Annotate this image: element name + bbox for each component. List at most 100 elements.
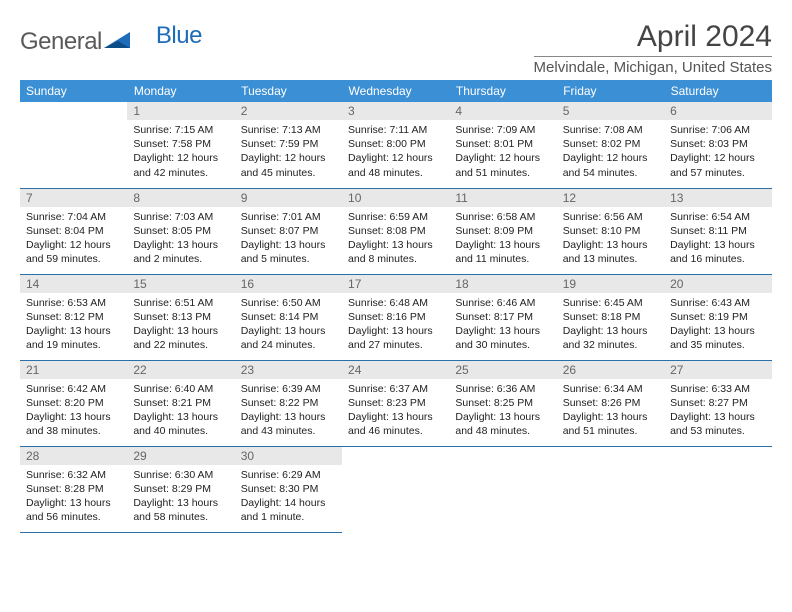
calendar-week-row: 21Sunrise: 6:42 AMSunset: 8:20 PMDayligh… bbox=[20, 360, 772, 446]
weekday-header: Saturday bbox=[664, 80, 771, 102]
day-number: 22 bbox=[127, 361, 234, 379]
day-number: 20 bbox=[664, 275, 771, 293]
header-right: April 2024 Melvindale, Michigan, United … bbox=[534, 20, 772, 76]
day-body: Sunrise: 6:40 AMSunset: 8:21 PMDaylight:… bbox=[127, 379, 234, 441]
day-number: 18 bbox=[449, 275, 556, 293]
day-body: Sunrise: 7:11 AMSunset: 8:00 PMDaylight:… bbox=[342, 120, 449, 182]
day-body: Sunrise: 6:53 AMSunset: 8:12 PMDaylight:… bbox=[20, 293, 127, 355]
day-number: 30 bbox=[235, 447, 342, 465]
day-body: Sunrise: 6:54 AMSunset: 8:11 PMDaylight:… bbox=[664, 207, 771, 269]
day-body: Sunrise: 6:30 AMSunset: 8:29 PMDaylight:… bbox=[127, 465, 234, 527]
calendar-day-cell: 15Sunrise: 6:51 AMSunset: 8:13 PMDayligh… bbox=[127, 274, 234, 360]
month-title: April 2024 bbox=[534, 20, 772, 54]
day-body: Sunrise: 6:29 AMSunset: 8:30 PMDaylight:… bbox=[235, 465, 342, 527]
day-body: Sunrise: 6:34 AMSunset: 8:26 PMDaylight:… bbox=[557, 379, 664, 441]
logo-triangle-icon bbox=[104, 30, 132, 55]
calendar-day-cell: 20Sunrise: 6:43 AMSunset: 8:19 PMDayligh… bbox=[664, 274, 771, 360]
day-number: 9 bbox=[235, 189, 342, 207]
page-header: General Blue April 2024 Melvindale, Mich… bbox=[20, 20, 772, 76]
calendar-week-row: 28Sunrise: 6:32 AMSunset: 8:28 PMDayligh… bbox=[20, 446, 772, 532]
day-body: Sunrise: 6:32 AMSunset: 8:28 PMDaylight:… bbox=[20, 465, 127, 527]
day-body: Sunrise: 6:46 AMSunset: 8:17 PMDaylight:… bbox=[449, 293, 556, 355]
calendar-day-cell: 30Sunrise: 6:29 AMSunset: 8:30 PMDayligh… bbox=[235, 446, 342, 532]
day-number: 8 bbox=[127, 189, 234, 207]
day-body: Sunrise: 6:51 AMSunset: 8:13 PMDaylight:… bbox=[127, 293, 234, 355]
calendar-day-cell bbox=[20, 102, 127, 188]
day-body: Sunrise: 6:48 AMSunset: 8:16 PMDaylight:… bbox=[342, 293, 449, 355]
logo-text-blue: Blue bbox=[156, 22, 202, 50]
calendar-table: SundayMondayTuesdayWednesdayThursdayFrid… bbox=[20, 80, 772, 533]
day-number: 26 bbox=[557, 361, 664, 379]
day-number: 24 bbox=[342, 361, 449, 379]
logo: General Blue bbox=[20, 28, 202, 56]
day-body: Sunrise: 6:33 AMSunset: 8:27 PMDaylight:… bbox=[664, 379, 771, 441]
day-number: 25 bbox=[449, 361, 556, 379]
day-number: 13 bbox=[664, 189, 771, 207]
calendar-day-cell: 3Sunrise: 7:11 AMSunset: 8:00 PMDaylight… bbox=[342, 102, 449, 188]
calendar-day-cell: 9Sunrise: 7:01 AMSunset: 8:07 PMDaylight… bbox=[235, 188, 342, 274]
weekday-header: Monday bbox=[127, 80, 234, 102]
calendar-day-cell: 13Sunrise: 6:54 AMSunset: 8:11 PMDayligh… bbox=[664, 188, 771, 274]
day-body: Sunrise: 6:42 AMSunset: 8:20 PMDaylight:… bbox=[20, 379, 127, 441]
calendar-day-cell bbox=[664, 446, 771, 532]
calendar-day-cell: 4Sunrise: 7:09 AMSunset: 8:01 PMDaylight… bbox=[449, 102, 556, 188]
calendar-week-row: 1Sunrise: 7:15 AMSunset: 7:58 PMDaylight… bbox=[20, 102, 772, 188]
day-number: 19 bbox=[557, 275, 664, 293]
weekday-header: Sunday bbox=[20, 80, 127, 102]
weekday-header: Friday bbox=[557, 80, 664, 102]
day-number: 3 bbox=[342, 102, 449, 120]
calendar-day-cell: 14Sunrise: 6:53 AMSunset: 8:12 PMDayligh… bbox=[20, 274, 127, 360]
calendar-day-cell: 12Sunrise: 6:56 AMSunset: 8:10 PMDayligh… bbox=[557, 188, 664, 274]
day-number: 11 bbox=[449, 189, 556, 207]
calendar-day-cell: 5Sunrise: 7:08 AMSunset: 8:02 PMDaylight… bbox=[557, 102, 664, 188]
calendar-day-cell: 6Sunrise: 7:06 AMSunset: 8:03 PMDaylight… bbox=[664, 102, 771, 188]
calendar-day-cell: 28Sunrise: 6:32 AMSunset: 8:28 PMDayligh… bbox=[20, 446, 127, 532]
calendar-week-row: 7Sunrise: 7:04 AMSunset: 8:04 PMDaylight… bbox=[20, 188, 772, 274]
day-number: 12 bbox=[557, 189, 664, 207]
calendar-week-row: 14Sunrise: 6:53 AMSunset: 8:12 PMDayligh… bbox=[20, 274, 772, 360]
day-body: Sunrise: 7:15 AMSunset: 7:58 PMDaylight:… bbox=[127, 120, 234, 182]
day-number: 15 bbox=[127, 275, 234, 293]
day-body: Sunrise: 6:45 AMSunset: 8:18 PMDaylight:… bbox=[557, 293, 664, 355]
day-number: 4 bbox=[449, 102, 556, 120]
calendar-day-cell: 2Sunrise: 7:13 AMSunset: 7:59 PMDaylight… bbox=[235, 102, 342, 188]
day-number: 23 bbox=[235, 361, 342, 379]
day-body: Sunrise: 6:59 AMSunset: 8:08 PMDaylight:… bbox=[342, 207, 449, 269]
day-body: Sunrise: 7:06 AMSunset: 8:03 PMDaylight:… bbox=[664, 120, 771, 182]
calendar-day-cell: 21Sunrise: 6:42 AMSunset: 8:20 PMDayligh… bbox=[20, 360, 127, 446]
day-body: Sunrise: 6:43 AMSunset: 8:19 PMDaylight:… bbox=[664, 293, 771, 355]
day-number: 10 bbox=[342, 189, 449, 207]
day-body: Sunrise: 6:36 AMSunset: 8:25 PMDaylight:… bbox=[449, 379, 556, 441]
calendar-day-cell: 26Sunrise: 6:34 AMSunset: 8:26 PMDayligh… bbox=[557, 360, 664, 446]
day-body: Sunrise: 7:08 AMSunset: 8:02 PMDaylight:… bbox=[557, 120, 664, 182]
calendar-day-cell bbox=[557, 446, 664, 532]
calendar-day-cell: 17Sunrise: 6:48 AMSunset: 8:16 PMDayligh… bbox=[342, 274, 449, 360]
weekday-header: Thursday bbox=[449, 80, 556, 102]
calendar-day-cell: 11Sunrise: 6:58 AMSunset: 8:09 PMDayligh… bbox=[449, 188, 556, 274]
calendar-day-cell: 16Sunrise: 6:50 AMSunset: 8:14 PMDayligh… bbox=[235, 274, 342, 360]
day-number: 2 bbox=[235, 102, 342, 120]
calendar-day-cell: 29Sunrise: 6:30 AMSunset: 8:29 PMDayligh… bbox=[127, 446, 234, 532]
calendar-day-cell: 7Sunrise: 7:04 AMSunset: 8:04 PMDaylight… bbox=[20, 188, 127, 274]
calendar-day-cell: 1Sunrise: 7:15 AMSunset: 7:58 PMDaylight… bbox=[127, 102, 234, 188]
calendar-body: 1Sunrise: 7:15 AMSunset: 7:58 PMDaylight… bbox=[20, 102, 772, 532]
calendar-day-cell: 19Sunrise: 6:45 AMSunset: 8:18 PMDayligh… bbox=[557, 274, 664, 360]
day-body: Sunrise: 6:37 AMSunset: 8:23 PMDaylight:… bbox=[342, 379, 449, 441]
day-body: Sunrise: 6:58 AMSunset: 8:09 PMDaylight:… bbox=[449, 207, 556, 269]
weekday-header-row: SundayMondayTuesdayWednesdayThursdayFrid… bbox=[20, 80, 772, 102]
day-body: Sunrise: 6:56 AMSunset: 8:10 PMDaylight:… bbox=[557, 207, 664, 269]
day-number: 28 bbox=[20, 447, 127, 465]
location-text: Melvindale, Michigan, United States bbox=[534, 56, 772, 76]
calendar-day-cell bbox=[342, 446, 449, 532]
day-body: Sunrise: 7:03 AMSunset: 8:05 PMDaylight:… bbox=[127, 207, 234, 269]
calendar-day-cell: 8Sunrise: 7:03 AMSunset: 8:05 PMDaylight… bbox=[127, 188, 234, 274]
calendar-day-cell: 22Sunrise: 6:40 AMSunset: 8:21 PMDayligh… bbox=[127, 360, 234, 446]
day-number: 14 bbox=[20, 275, 127, 293]
day-body: Sunrise: 7:01 AMSunset: 8:07 PMDaylight:… bbox=[235, 207, 342, 269]
calendar-day-cell: 24Sunrise: 6:37 AMSunset: 8:23 PMDayligh… bbox=[342, 360, 449, 446]
day-body: Sunrise: 6:50 AMSunset: 8:14 PMDaylight:… bbox=[235, 293, 342, 355]
weekday-header: Wednesday bbox=[342, 80, 449, 102]
day-number: 1 bbox=[127, 102, 234, 120]
calendar-day-cell bbox=[449, 446, 556, 532]
day-number: 27 bbox=[664, 361, 771, 379]
